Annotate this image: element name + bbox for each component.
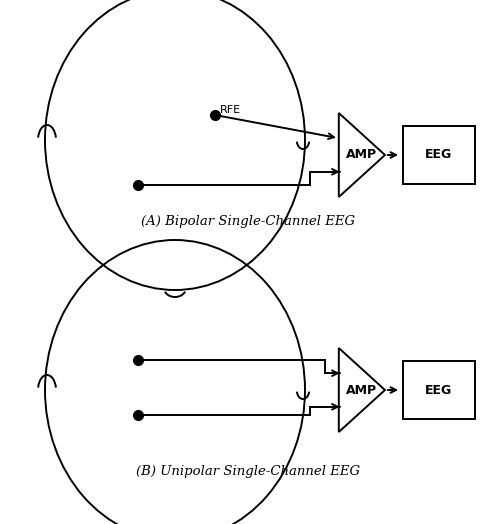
Text: EEG: EEG [426, 384, 453, 397]
Text: AMP: AMP [346, 384, 377, 397]
Text: AMP: AMP [346, 148, 377, 161]
Text: EEG: EEG [426, 148, 453, 161]
Text: (B) Unipolar Single-Channel EEG: (B) Unipolar Single-Channel EEG [136, 465, 360, 478]
Text: (A) Bipolar Single-Channel EEG: (A) Bipolar Single-Channel EEG [141, 215, 355, 228]
Bar [403, 361, 475, 419]
Text: RFE: RFE [220, 105, 241, 115]
Bar [403, 126, 475, 184]
